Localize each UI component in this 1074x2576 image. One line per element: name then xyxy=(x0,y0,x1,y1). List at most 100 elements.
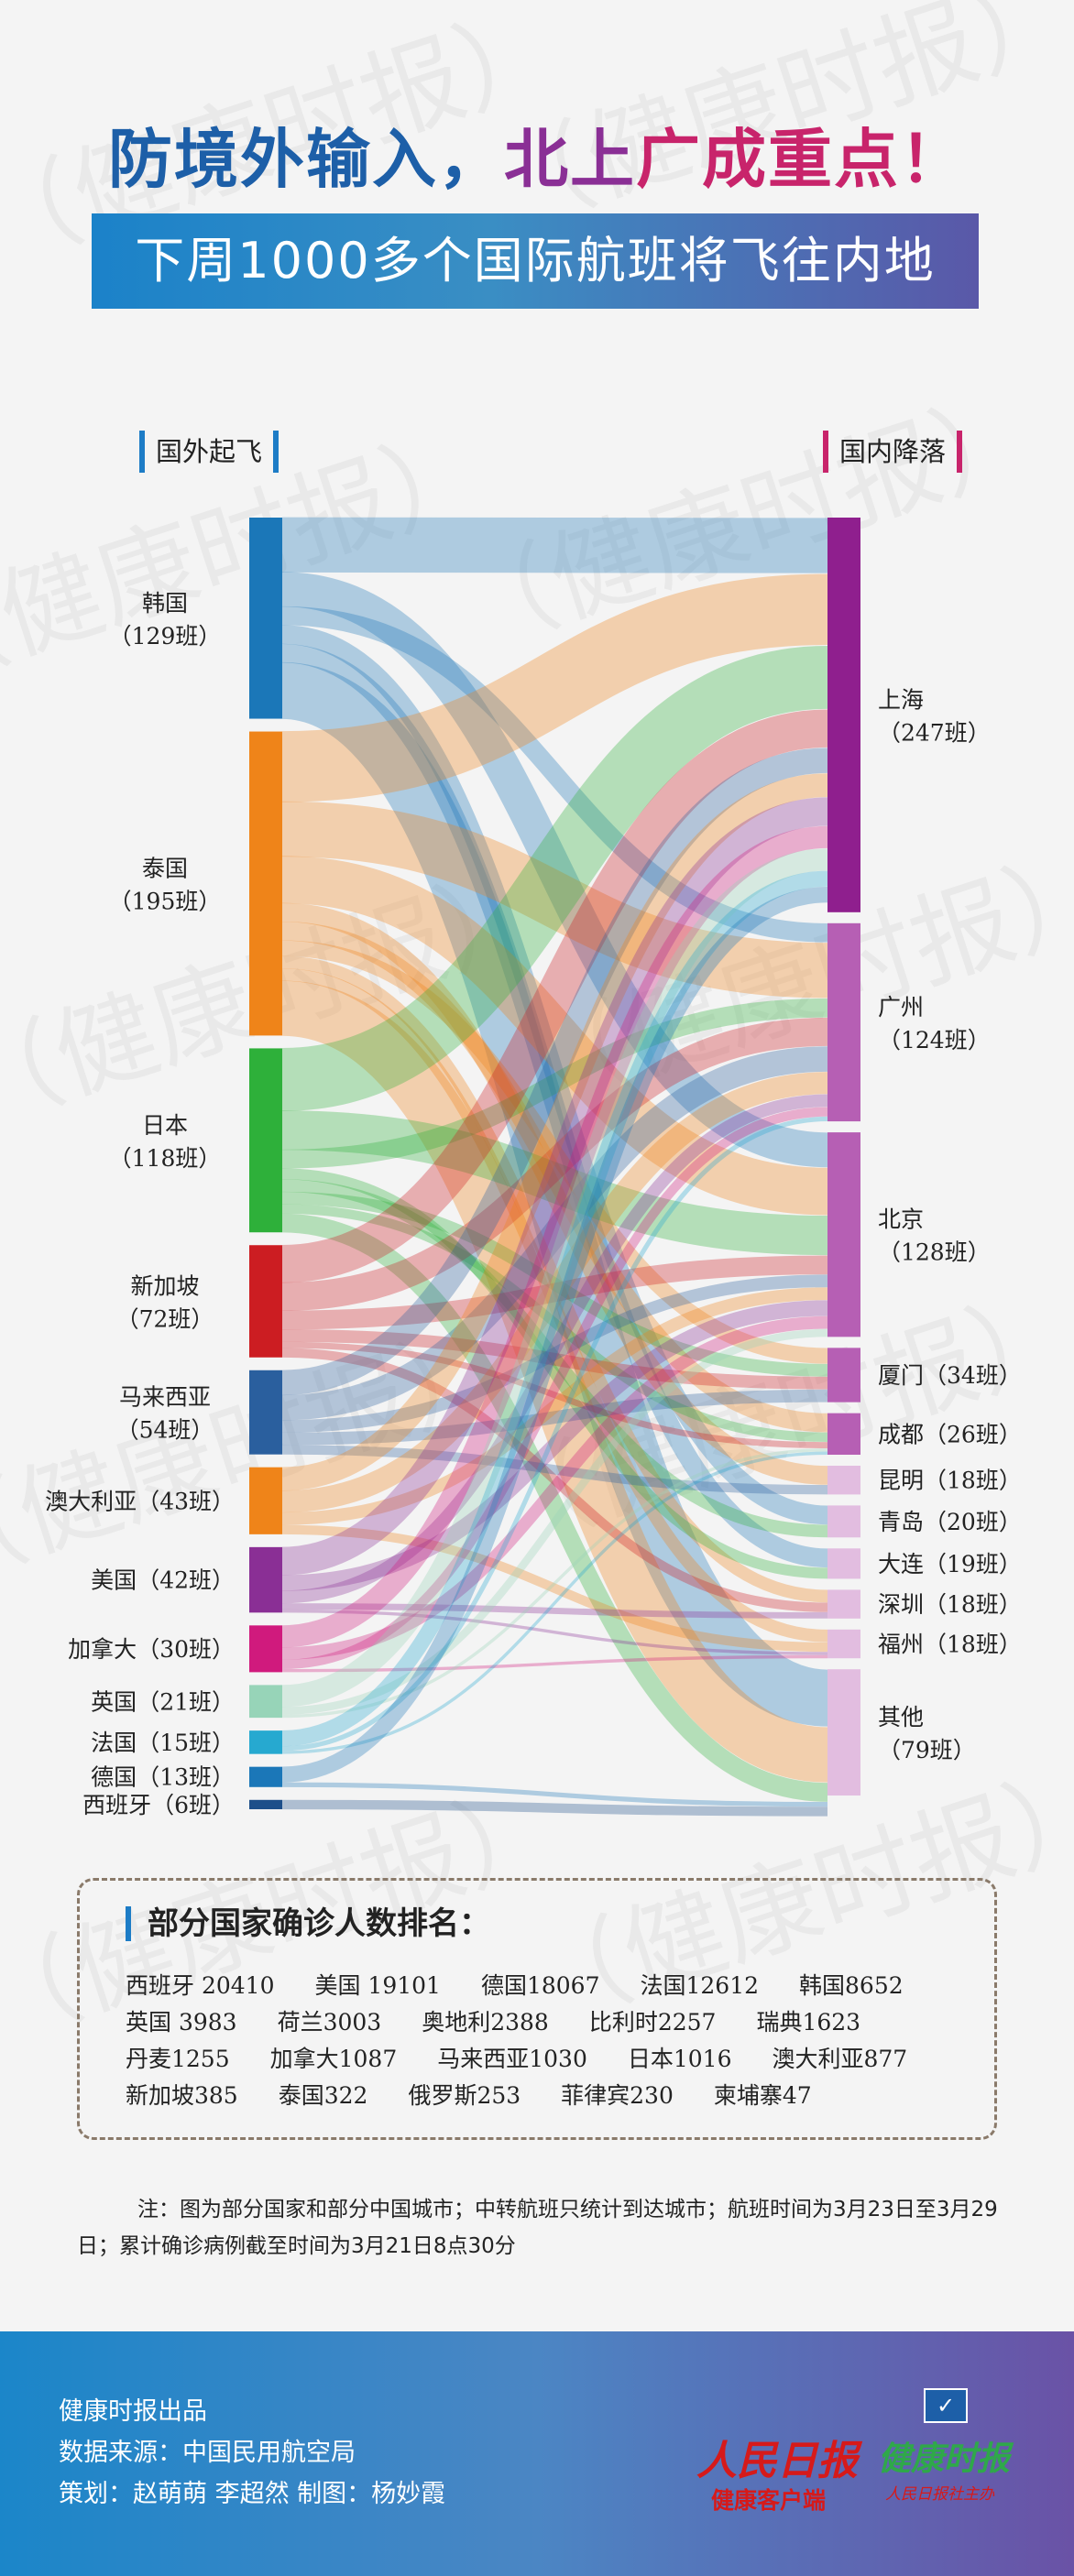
flow-link xyxy=(281,801,828,999)
source-name: 澳大利亚 xyxy=(45,1488,137,1514)
destination-count: （18班） xyxy=(924,1468,1022,1494)
flow-link xyxy=(281,902,828,1485)
flow-link xyxy=(281,1448,828,1719)
stats-item: 马来西亚1030 xyxy=(437,2046,587,2072)
title-part-1: 防境外输入， xyxy=(108,122,504,197)
destination-name: 大连 xyxy=(878,1551,924,1577)
source-node xyxy=(249,1730,282,1754)
destination-count: （124班） xyxy=(878,1027,991,1053)
flow-link xyxy=(281,797,828,1576)
destination-node xyxy=(827,1505,860,1538)
flow-link xyxy=(281,645,828,1111)
flow-link xyxy=(281,922,828,1433)
destination-count: （79班） xyxy=(878,1737,976,1763)
flow-link xyxy=(281,825,828,1648)
destination-name: 广州 xyxy=(878,994,924,1021)
flow-link xyxy=(281,1179,828,1538)
stats-row: 西班牙 20410 美国 19101 德国18067 法国12612 韩国8652 xyxy=(126,1968,944,2001)
destination-name: 青岛 xyxy=(878,1509,924,1535)
flow-link xyxy=(281,1046,828,1421)
stats-item: 法国12612 xyxy=(640,1972,760,1999)
page-title: 防境外输入，北上广成重点！ xyxy=(0,108,1074,201)
destination-name: 其他 xyxy=(878,1704,924,1730)
destination-count: （18班） xyxy=(924,1591,1022,1618)
source-count: （30班） xyxy=(137,1636,235,1663)
destination-node xyxy=(827,1589,860,1619)
source-label: 德国（13班） xyxy=(91,1764,235,1791)
source-name: 韩国 xyxy=(142,590,188,617)
source-count: （195班） xyxy=(109,888,222,914)
flow-link xyxy=(281,1328,828,1715)
flow-link xyxy=(281,1287,828,1525)
flow-link xyxy=(281,1168,828,1579)
source-node xyxy=(249,1245,282,1358)
flow-link xyxy=(281,1107,828,1670)
source-name: 加拿大 xyxy=(68,1636,137,1663)
flow-link xyxy=(281,1213,828,1802)
source-name: 西班牙 xyxy=(82,1792,151,1818)
stats-item: 韩国8652 xyxy=(799,1972,904,1999)
flow-link xyxy=(281,1451,828,1754)
confirmed-cases-box: 部分国家确诊人数排名： 西班牙 20410 美国 19101 德国18067 法国12… xyxy=(77,1878,997,2140)
destination-node xyxy=(827,922,860,1122)
source-count: （13班） xyxy=(137,1764,235,1791)
stats-row: 新加坡385 泰国322 俄罗斯253 菲律宾230 柬埔寨47 xyxy=(126,2078,852,2111)
flow-link xyxy=(281,1389,828,1446)
stats-row: 英国 3983 荷兰3003 奥地利2388 比利时2257 瑞典1623 xyxy=(126,2004,901,2037)
stats-item: 新加坡385 xyxy=(126,2082,238,2109)
health-times-logo-sub: 人民日报社主办 xyxy=(885,2485,994,2504)
publisher-credit: 健康时报出品 xyxy=(59,2397,207,2426)
destination-node xyxy=(827,1548,860,1579)
peoples-daily-logo-sub: 健康客户端 xyxy=(711,2487,827,2514)
source-label: 英国（21班） xyxy=(91,1688,235,1715)
flow-link xyxy=(281,856,828,1216)
source-name: 法国 xyxy=(91,1730,137,1756)
destination-name: 昆明 xyxy=(878,1468,924,1494)
source-node xyxy=(249,731,282,1036)
source-name: 英国 xyxy=(91,1688,137,1715)
stats-item: 比利时2257 xyxy=(588,2009,717,2036)
flow-link xyxy=(281,573,828,802)
destination-name: 福州 xyxy=(878,1632,924,1658)
source-count: （129班） xyxy=(109,623,222,649)
destination-name: 北京 xyxy=(878,1206,924,1233)
flow-link xyxy=(281,773,828,1491)
source-label: 美国（42班） xyxy=(91,1567,235,1594)
sankey-links xyxy=(280,517,829,1817)
source-count: （54班） xyxy=(116,1417,214,1444)
source-count: （6班） xyxy=(151,1792,235,1818)
source-node xyxy=(249,1467,282,1534)
flow-link xyxy=(281,1116,828,1752)
sankey-chart: 韩国 （129班） 泰国 （195班） 日本 （118班） 新加坡 （72班） 马来西亚 （54班… xyxy=(45,517,1022,1818)
stats-title: 部分国家确诊人数排名： xyxy=(126,1906,490,1941)
destination-label: 成都（26班） xyxy=(878,1421,1022,1447)
title-part-3: 广成重点！ xyxy=(636,122,966,197)
flow-link xyxy=(281,1204,828,1442)
destination-node xyxy=(827,1348,860,1403)
flow-link xyxy=(281,1609,828,1655)
source-count: （118班） xyxy=(109,1145,222,1172)
subtitle-banner: 下周1000多个国际航班将飞往内地 xyxy=(92,213,979,309)
source-name: 泰国 xyxy=(142,855,188,881)
flow-link xyxy=(280,661,829,1727)
stats-item: 俄罗斯253 xyxy=(408,2082,521,2109)
source-node xyxy=(249,1546,282,1613)
stats-item: 西班牙 20410 xyxy=(126,1972,275,1999)
source-node xyxy=(249,1625,282,1673)
stats-row: 丹麦1255 加拿大1087 马来西亚1030 日本1016 澳大利亚877 xyxy=(126,2041,948,2074)
data-source: 数据来源：中国民用航空局 xyxy=(59,2439,356,2467)
destination-count: （26班） xyxy=(924,1421,1022,1447)
credits: 策划：赵萌萌 李超然 制图：杨妙霞 xyxy=(59,2480,446,2508)
source-label: 澳大利亚（43班） xyxy=(45,1488,235,1514)
stats-item: 丹麦1255 xyxy=(126,2046,230,2072)
stats-item: 加拿大1087 xyxy=(269,2046,398,2072)
flow-link xyxy=(281,998,828,1169)
flow-link xyxy=(281,1782,828,1807)
health-times-logo: 健康时报 xyxy=(878,2440,1011,2478)
footer-banner: 健康时报出品 数据来源：中国民用航空局 策划：赵萌萌 李超然 制图：杨妙霞 人民… xyxy=(0,2331,1074,2576)
stats-item: 瑞典1623 xyxy=(756,2009,861,2036)
destination-label: 厦门（34班） xyxy=(878,1362,1022,1389)
stats-item: 美国 19101 xyxy=(314,1972,441,1999)
flow-link xyxy=(281,1341,828,1448)
source-node xyxy=(249,1766,282,1787)
